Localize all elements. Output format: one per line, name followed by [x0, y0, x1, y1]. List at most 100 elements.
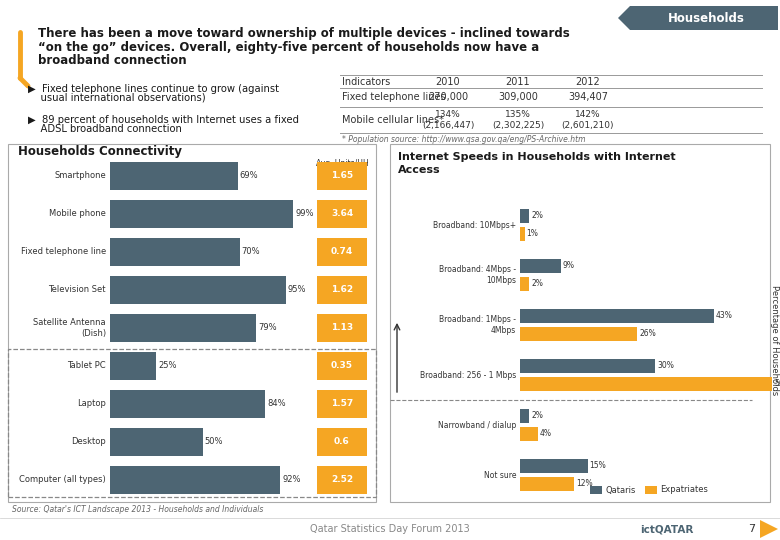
Text: 135%
(2,302,225): 135% (2,302,225) — [492, 110, 544, 130]
Text: 1.57: 1.57 — [331, 400, 353, 408]
FancyBboxPatch shape — [110, 314, 256, 342]
Text: 70%: 70% — [242, 247, 260, 256]
Polygon shape — [618, 6, 630, 30]
FancyBboxPatch shape — [110, 466, 280, 494]
Text: Fixed telephone lines: Fixed telephone lines — [342, 92, 445, 102]
FancyBboxPatch shape — [630, 6, 778, 30]
Text: 56%: 56% — [774, 380, 780, 388]
Text: Desktop: Desktop — [71, 437, 106, 447]
Text: 0.74: 0.74 — [331, 247, 353, 256]
FancyBboxPatch shape — [520, 227, 524, 241]
Text: 15%: 15% — [590, 462, 606, 470]
FancyBboxPatch shape — [110, 238, 239, 266]
FancyBboxPatch shape — [520, 377, 772, 391]
Text: Laptop: Laptop — [77, 400, 106, 408]
FancyBboxPatch shape — [110, 162, 238, 190]
Text: Avg. Units/HH: Avg. Units/HH — [316, 159, 368, 168]
Text: 1.65: 1.65 — [331, 172, 353, 180]
FancyBboxPatch shape — [520, 259, 561, 273]
Text: Households Connectivity: Households Connectivity — [18, 145, 182, 159]
Text: 2%: 2% — [531, 411, 543, 421]
FancyBboxPatch shape — [645, 486, 657, 494]
Text: 30%: 30% — [657, 361, 674, 370]
Text: Not sure: Not sure — [484, 470, 516, 480]
FancyBboxPatch shape — [317, 428, 367, 456]
Text: Indicators: Indicators — [342, 77, 390, 87]
FancyBboxPatch shape — [520, 209, 529, 223]
FancyBboxPatch shape — [520, 427, 538, 441]
Text: * Population source: http://www.qsa.gov.qa/eng/PS-Archive.htm: * Population source: http://www.qsa.gov.… — [342, 134, 586, 144]
Text: There has been a move toward ownership of multiple devices - inclined towards: There has been a move toward ownership o… — [38, 28, 569, 40]
Text: 2012: 2012 — [576, 77, 601, 87]
FancyBboxPatch shape — [317, 162, 367, 190]
Text: 84%: 84% — [268, 400, 286, 408]
Text: Broadband: 10Mbps+: Broadband: 10Mbps+ — [433, 220, 516, 230]
Text: Computer (all types): Computer (all types) — [20, 476, 106, 484]
FancyBboxPatch shape — [520, 409, 529, 423]
Text: 142%
(2,601,210): 142% (2,601,210) — [562, 110, 615, 130]
Text: 9%: 9% — [562, 261, 575, 271]
Text: 309,000: 309,000 — [498, 92, 538, 102]
Text: 0.35: 0.35 — [331, 361, 353, 370]
Text: Broadband: 256 - 1 Mbps: Broadband: 256 - 1 Mbps — [420, 370, 516, 380]
Text: 2010: 2010 — [436, 77, 460, 87]
Polygon shape — [760, 520, 778, 538]
FancyBboxPatch shape — [317, 314, 367, 342]
Text: 99%: 99% — [295, 210, 314, 219]
Text: 50%: 50% — [204, 437, 223, 447]
Text: Narrowband / dialup: Narrowband / dialup — [438, 421, 516, 429]
Text: ictQATAR: ictQATAR — [640, 524, 693, 534]
FancyBboxPatch shape — [390, 144, 770, 502]
Text: Source: Qatar's ICT Landscape 2013 - Households and Individuals: Source: Qatar's ICT Landscape 2013 - Hou… — [12, 505, 264, 515]
FancyBboxPatch shape — [520, 459, 587, 473]
Text: 134%
(2,166,447): 134% (2,166,447) — [422, 110, 474, 130]
Text: Smartphone: Smartphone — [55, 172, 106, 180]
Text: 2%: 2% — [531, 212, 543, 220]
Text: Television Set: Television Set — [48, 286, 106, 294]
Text: 95%: 95% — [288, 286, 307, 294]
FancyBboxPatch shape — [110, 352, 156, 380]
Text: Qataris: Qataris — [605, 485, 636, 495]
Text: Broadband: 4Mbps -
10Mbps: Broadband: 4Mbps - 10Mbps — [439, 265, 516, 285]
FancyBboxPatch shape — [520, 359, 655, 373]
Text: 26%: 26% — [639, 329, 656, 339]
Text: Mobile phone: Mobile phone — [49, 210, 106, 219]
Text: Households: Households — [668, 11, 744, 24]
Text: 270,000: 270,000 — [428, 92, 468, 102]
FancyBboxPatch shape — [110, 390, 265, 418]
FancyBboxPatch shape — [317, 276, 367, 304]
Text: Satellite Antenna
(Dish): Satellite Antenna (Dish) — [34, 318, 106, 338]
Text: Qatar Statistics Day Forum 2013: Qatar Statistics Day Forum 2013 — [310, 524, 470, 534]
Text: Fixed telephone line: Fixed telephone line — [21, 247, 106, 256]
Text: 1.13: 1.13 — [331, 323, 353, 333]
Text: 394,407: 394,407 — [568, 92, 608, 102]
FancyBboxPatch shape — [317, 390, 367, 418]
Text: 2%: 2% — [531, 280, 543, 288]
FancyBboxPatch shape — [110, 428, 203, 456]
Text: Tablet PC: Tablet PC — [67, 361, 106, 370]
FancyBboxPatch shape — [520, 327, 637, 341]
FancyBboxPatch shape — [590, 486, 602, 494]
FancyBboxPatch shape — [520, 477, 574, 491]
Text: 43%: 43% — [715, 312, 732, 321]
FancyBboxPatch shape — [317, 238, 367, 266]
FancyBboxPatch shape — [110, 200, 293, 228]
Text: 69%: 69% — [239, 172, 258, 180]
Text: 7: 7 — [749, 524, 756, 534]
FancyBboxPatch shape — [317, 352, 367, 380]
Text: 4%: 4% — [540, 429, 552, 438]
Text: Percentage of Households: Percentage of Households — [771, 285, 779, 395]
FancyBboxPatch shape — [8, 144, 376, 502]
Text: usual international observations): usual international observations) — [28, 93, 206, 103]
FancyBboxPatch shape — [317, 200, 367, 228]
Text: Expatriates: Expatriates — [660, 485, 708, 495]
Text: 12%: 12% — [576, 480, 593, 489]
Text: 25%: 25% — [158, 361, 177, 370]
Text: ▶  89 percent of households with Internet uses a fixed: ▶ 89 percent of households with Internet… — [28, 115, 299, 125]
Text: 92%: 92% — [282, 476, 301, 484]
Text: ADSL broadband connection: ADSL broadband connection — [28, 124, 182, 134]
Text: ▶  Fixed telephone lines continue to grow (against: ▶ Fixed telephone lines continue to grow… — [28, 84, 279, 94]
Text: Broadband: 1Mbps -
4Mbps: Broadband: 1Mbps - 4Mbps — [439, 315, 516, 335]
FancyBboxPatch shape — [110, 276, 285, 304]
Text: 0.6: 0.6 — [334, 437, 350, 447]
